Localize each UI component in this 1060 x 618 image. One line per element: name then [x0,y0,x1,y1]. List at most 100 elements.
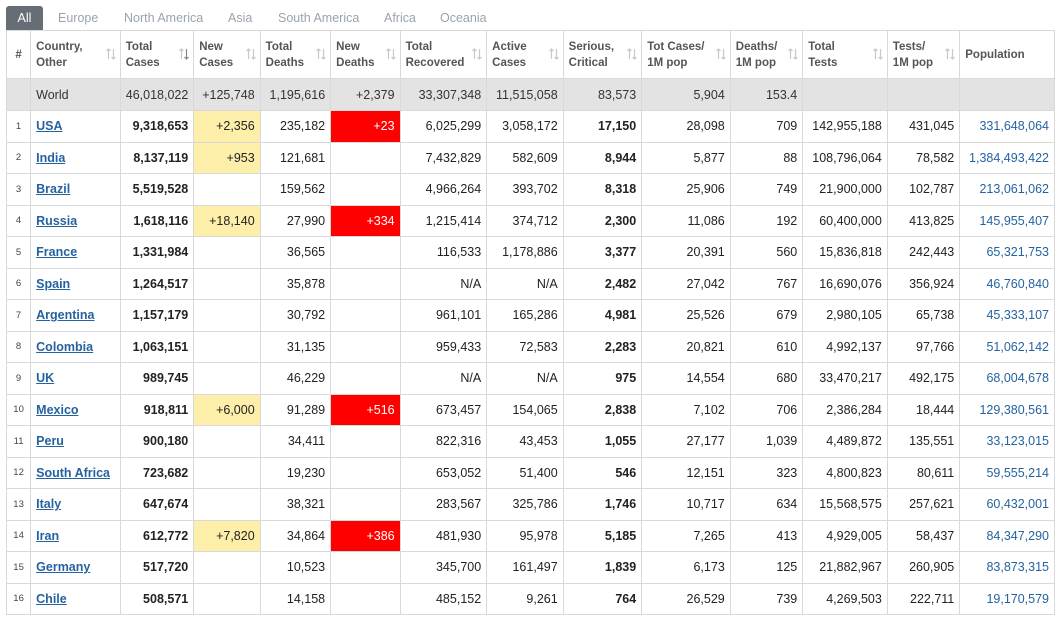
sort-icon[interactable] [472,47,483,61]
serious-critical-cell: 8,318 [562,173,643,206]
sort-icon[interactable] [627,47,638,61]
header-active-cases[interactable]: Active Cases [486,30,564,79]
country-link[interactable]: Argentina [36,308,95,323]
sort-icon[interactable] [245,47,256,61]
country-cell: UK [30,362,121,395]
new-deaths-cell [330,488,401,521]
total-recovered-cell: 961,101 [399,299,488,332]
tests-per-million-cell: 78,582 [886,141,961,174]
country-link[interactable]: USA [36,119,63,134]
tests-per-million-cell: 356,924 [886,267,961,300]
sort-icon[interactable] [385,47,396,61]
country-link[interactable]: Chile [36,591,67,606]
sort-desc-icon[interactable] [179,47,190,61]
country-link[interactable]: Peru [36,434,64,449]
header-country[interactable]: Country, Other [30,30,121,79]
country-cell: Chile [30,582,121,615]
sort-icon[interactable] [105,47,116,61]
covid-stats-table: # Country, Other Total Cases New Cases Total Dea… [5,30,1055,615]
country-link[interactable]: Mexico [36,402,79,417]
new-cases-cell: +2,356 [193,110,261,143]
header-total-cases[interactable]: Total Cases [119,30,195,79]
header-total-tests[interactable]: Total Tests [802,30,888,79]
tab-south-america[interactable]: South America [278,11,360,25]
active-cases-cell: 51,400 [486,456,564,489]
tab-asia[interactable]: Asia [228,11,253,25]
tab-europe[interactable]: Europe [58,11,99,25]
new-deaths-cell [330,330,401,363]
country-link[interactable]: France [36,245,78,260]
header-total-recovered[interactable]: Total Recovered [399,30,488,79]
header-population[interactable]: Population [959,30,1055,79]
country-link[interactable]: Iran [36,528,60,543]
population-cell: 65,321,753 [959,236,1055,269]
country-cell: Colombia [30,330,121,363]
sort-icon[interactable] [548,47,559,61]
sort-icon[interactable] [715,47,726,61]
sort-icon[interactable] [316,47,327,61]
new-cases-cell [193,330,261,363]
country-link[interactable]: India [36,150,66,165]
tab-africa[interactable]: Africa [384,11,416,25]
country-link[interactable]: Colombia [36,339,94,354]
tab-oceania[interactable]: Oceania [440,11,487,25]
total-recovered-cell: 959,433 [399,330,488,363]
row-index: 2 [5,141,32,174]
total-recovered-cell: 33,307,348 [399,78,488,111]
country-link[interactable]: UK [36,371,55,386]
total-deaths-cell: 31,135 [259,330,332,363]
header-new-cases[interactable]: New Cases [193,30,261,79]
active-cases-cell: 1,178,886 [486,236,564,269]
header-new-deaths[interactable]: New Deaths [330,30,401,79]
row-index: 13 [5,488,32,521]
deaths-per-million-cell: 634 [729,488,804,521]
tab-all[interactable]: All [6,6,43,30]
tab-north-america[interactable]: North America [124,11,204,25]
header-index[interactable]: # [5,30,32,79]
total-cases-cell: 1,157,179 [119,299,195,332]
total-recovered-cell: 4,966,264 [399,173,488,206]
total-cases-cell: 517,720 [119,551,195,584]
header-label: Total Cases [125,40,160,69]
active-cases-cell: 9,261 [486,582,564,615]
table-row: 8 Colombia 1,063,151 31,135 959,433 72,583 2,2… [5,330,1055,363]
tests-per-million-cell: 260,905 [886,551,961,584]
row-index: 14 [5,519,32,552]
row-index: 6 [5,267,32,300]
table-row: 3 Brazil 5,519,528 159,562 4,966,264 393,702 8… [5,173,1055,206]
country-link[interactable]: South Africa [36,465,111,480]
new-deaths-cell [330,267,401,300]
country-link[interactable]: Brazil [36,182,71,197]
header-deaths-per-million[interactable]: Deaths/1M pop [729,30,804,79]
row-index: 7 [5,299,32,332]
table-row: 16 Chile 508,571 14,158 485,152 9,261 764 26,52… [5,582,1055,615]
cases-per-million-cell: 6,173 [641,551,731,584]
total-cases-cell: 647,674 [119,488,195,521]
tests-per-million-cell: 58,437 [886,519,961,552]
total-tests-cell: 4,929,005 [802,519,888,552]
active-cases-cell: 393,702 [486,173,564,206]
population-cell: 33,123,015 [959,425,1055,458]
population-cell: 1,384,493,422 [959,141,1055,174]
sort-icon[interactable] [872,47,883,61]
total-deaths-cell: 10,523 [259,551,332,584]
header-serious-critical[interactable]: Serious, Critical [562,30,643,79]
country-link[interactable]: Italy [36,497,62,512]
new-deaths-cell [330,425,401,458]
table-row: 2 India 8,137,119 +953 121,681 7,432,829 582,6… [5,141,1055,174]
new-cases-cell [193,488,261,521]
sort-icon[interactable] [788,47,799,61]
header-cases-per-million[interactable]: Tot Cases/1M pop [641,30,731,79]
tests-per-million-cell: 242,443 [886,236,961,269]
sort-icon[interactable] [945,47,956,61]
new-deaths-cell [330,299,401,332]
country-link[interactable]: Russia [36,213,78,228]
serious-critical-cell: 1,839 [562,551,643,584]
header-total-deaths[interactable]: Total Deaths [259,30,332,79]
total-cases-cell: 46,018,022 [119,78,195,111]
header-label: # [15,48,22,61]
header-tests-per-million[interactable]: Tests/1M pop [886,30,961,79]
country-link[interactable]: Spain [36,276,71,291]
tests-per-million-cell: 492,175 [886,362,961,395]
country-link[interactable]: Germany [36,560,91,575]
